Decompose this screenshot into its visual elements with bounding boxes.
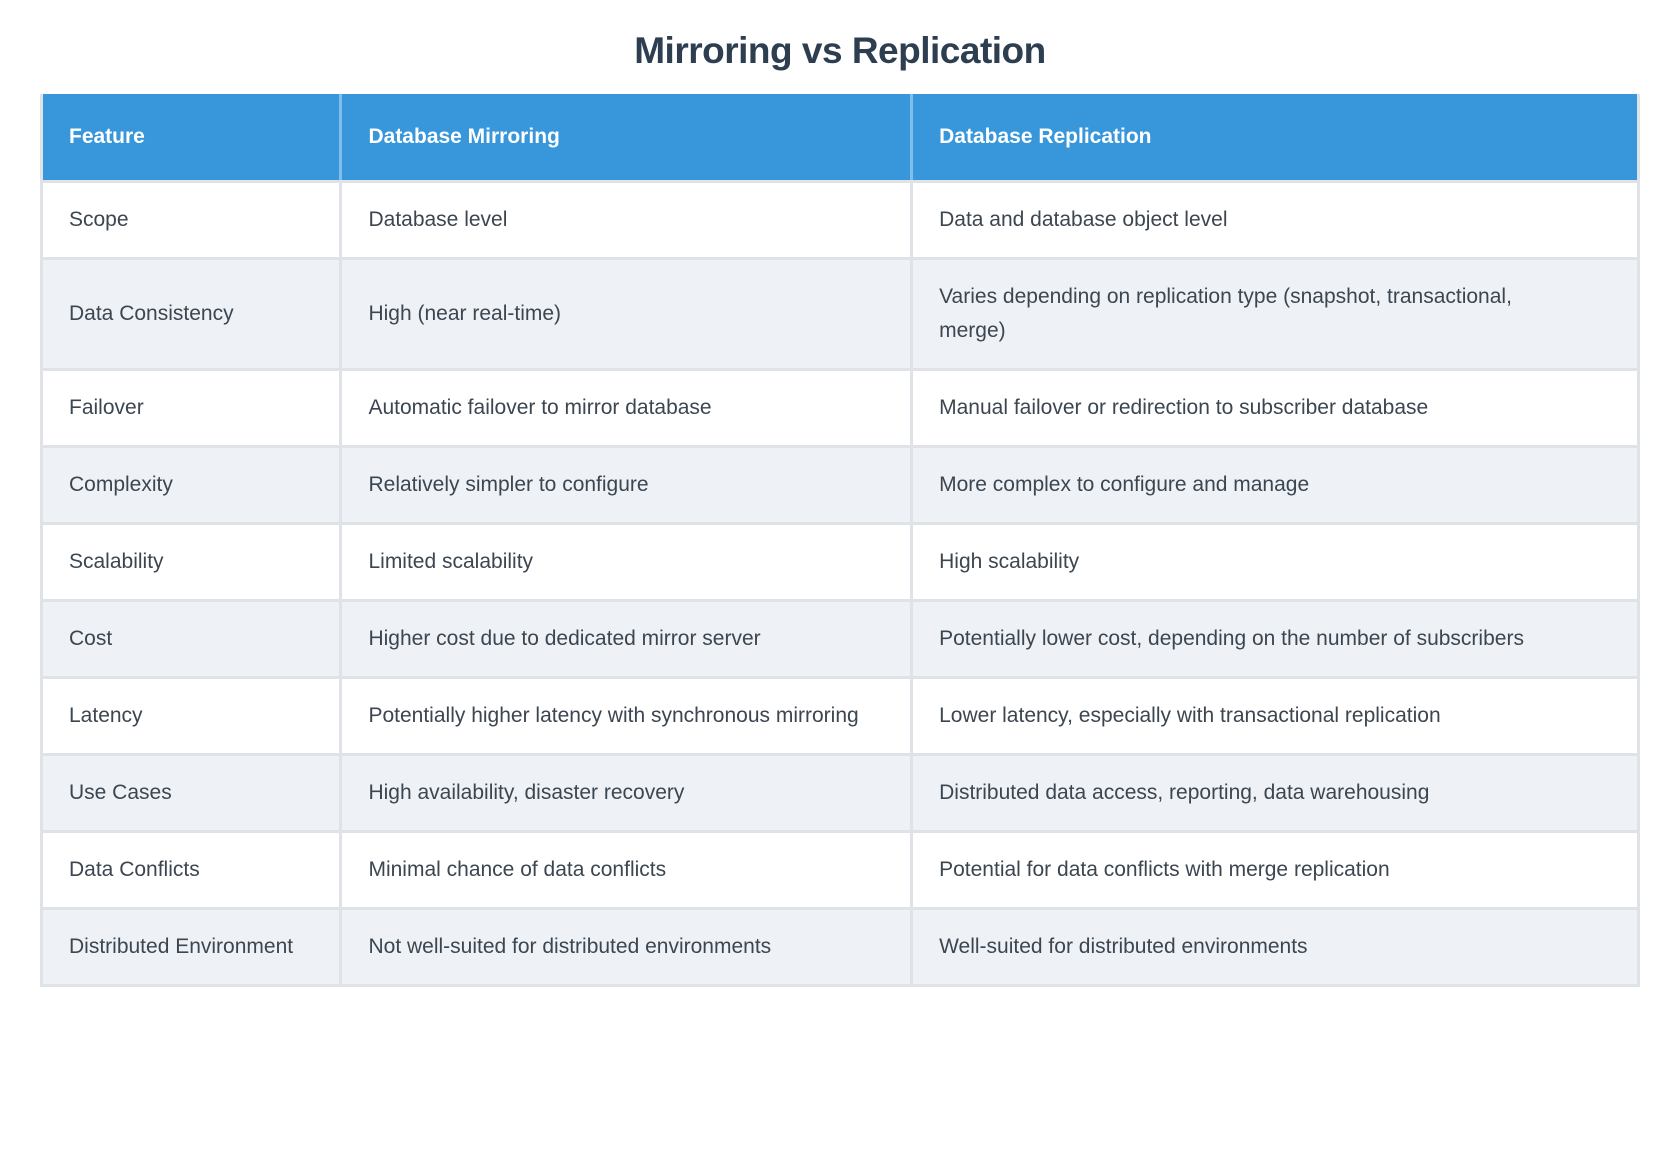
replication-cell: High scalability [910,522,1637,599]
replication-cell: More complex to configure and manage [910,445,1637,522]
replication-cell: Distributed data access, reporting, data… [910,753,1637,830]
replication-cell: Potentially lower cost, depending on the… [910,599,1637,676]
feature-cell: Use Cases [43,753,340,830]
mirroring-cell: Relatively simpler to configure [339,445,911,522]
replication-cell: Potential for data conflicts with merge … [910,830,1637,907]
mirroring-cell: Database level [339,180,911,257]
comparison-table: Feature Database Mirroring Database Repl… [43,94,1637,984]
mirroring-cell: Minimal chance of data conflicts [339,830,911,907]
table-row: Complexity Relatively simpler to configu… [43,445,1637,522]
table-row: Failover Automatic failover to mirror da… [43,368,1637,445]
column-header-mirroring: Database Mirroring [339,94,911,180]
table-row: Distributed Environment Not well-suited … [43,907,1637,984]
feature-cell: Data Conflicts [43,830,340,907]
table-row: Use Cases High availability, disaster re… [43,753,1637,830]
table-row: Data Consistency High (near real-time) V… [43,257,1637,368]
feature-cell: Scope [43,180,340,257]
mirroring-cell: High availability, disaster recovery [339,753,911,830]
mirroring-cell: Limited scalability [339,522,911,599]
table-row: Data Conflicts Minimal chance of data co… [43,830,1637,907]
mirroring-cell: Not well-suited for distributed environm… [339,907,911,984]
replication-cell: Varies depending on replication type (sn… [910,257,1637,368]
feature-cell: Latency [43,676,340,753]
table-header: Feature Database Mirroring Database Repl… [43,94,1637,180]
table-body: Scope Database level Data and database o… [43,180,1637,984]
mirroring-cell: Higher cost due to dedicated mirror serv… [339,599,911,676]
feature-cell: Distributed Environment [43,907,340,984]
feature-cell: Failover [43,368,340,445]
replication-cell: Lower latency, especially with transacti… [910,676,1637,753]
comparison-table-container: Feature Database Mirroring Database Repl… [40,94,1640,987]
replication-cell: Data and database object level [910,180,1637,257]
feature-cell: Data Consistency [43,257,340,368]
page-title: Mirroring vs Replication [634,30,1046,71]
table-row: Scalability Limited scalability High sca… [43,522,1637,599]
column-header-replication: Database Replication [910,94,1637,180]
table-row: Cost Higher cost due to dedicated mirror… [43,599,1637,676]
feature-cell: Scalability [43,522,340,599]
mirroring-cell: High (near real-time) [339,257,911,368]
feature-cell: Complexity [43,445,340,522]
replication-cell: Manual failover or redirection to subscr… [910,368,1637,445]
feature-cell: Cost [43,599,340,676]
mirroring-cell: Automatic failover to mirror database [339,368,911,445]
header-row: Feature Database Mirroring Database Repl… [43,94,1637,180]
table-row: Latency Potentially higher latency with … [43,676,1637,753]
table-row: Scope Database level Data and database o… [43,180,1637,257]
column-header-feature: Feature [43,94,340,180]
mirroring-cell: Potentially higher latency with synchron… [339,676,911,753]
replication-cell: Well-suited for distributed environments [910,907,1637,984]
